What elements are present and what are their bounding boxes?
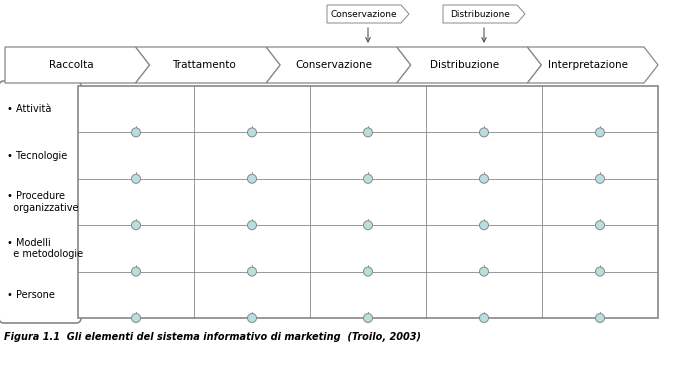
Polygon shape [443, 5, 525, 23]
Polygon shape [5, 47, 150, 83]
Circle shape [595, 174, 605, 183]
Circle shape [247, 313, 256, 322]
Circle shape [479, 313, 489, 322]
Text: Figura 1.1  Gli elementi del sistema informativo di marketing  (Troilo, 2003): Figura 1.1 Gli elementi del sistema info… [4, 332, 421, 342]
Circle shape [595, 313, 605, 322]
Text: Raccolta: Raccolta [49, 60, 94, 70]
Circle shape [132, 313, 140, 322]
Circle shape [132, 267, 140, 276]
Polygon shape [327, 5, 409, 23]
Polygon shape [397, 47, 542, 83]
Polygon shape [266, 47, 411, 83]
Circle shape [479, 221, 489, 230]
Circle shape [247, 267, 256, 276]
Circle shape [363, 313, 372, 322]
Text: • Attività: • Attività [7, 104, 52, 114]
Polygon shape [527, 47, 658, 83]
Text: • Persone: • Persone [7, 290, 55, 300]
FancyBboxPatch shape [0, 81, 81, 323]
Circle shape [247, 174, 256, 183]
Circle shape [479, 128, 489, 137]
Text: Distribuzione: Distribuzione [431, 60, 500, 70]
Text: Interpretazione: Interpretazione [549, 60, 629, 70]
Circle shape [132, 128, 140, 137]
Circle shape [479, 174, 489, 183]
Circle shape [132, 221, 140, 230]
Circle shape [247, 221, 256, 230]
Circle shape [132, 174, 140, 183]
Circle shape [479, 267, 489, 276]
Circle shape [595, 221, 605, 230]
Circle shape [363, 267, 372, 276]
Circle shape [247, 128, 256, 137]
Polygon shape [136, 47, 280, 83]
Circle shape [363, 174, 372, 183]
Text: Conservazione: Conservazione [296, 60, 373, 70]
Text: Distribuzione: Distribuzione [450, 9, 510, 18]
Circle shape [363, 221, 372, 230]
Text: • Procedure
  organizzative: • Procedure organizzative [7, 191, 79, 213]
Circle shape [363, 128, 372, 137]
Text: Trattamento: Trattamento [172, 60, 235, 70]
Text: • Tecnologie: • Tecnologie [7, 151, 67, 160]
Text: • Modelli
  e metodologie: • Modelli e metodologie [7, 237, 83, 259]
Circle shape [595, 128, 605, 137]
Bar [78, 86, 658, 318]
Text: Conservazione: Conservazione [331, 9, 397, 18]
Circle shape [595, 267, 605, 276]
